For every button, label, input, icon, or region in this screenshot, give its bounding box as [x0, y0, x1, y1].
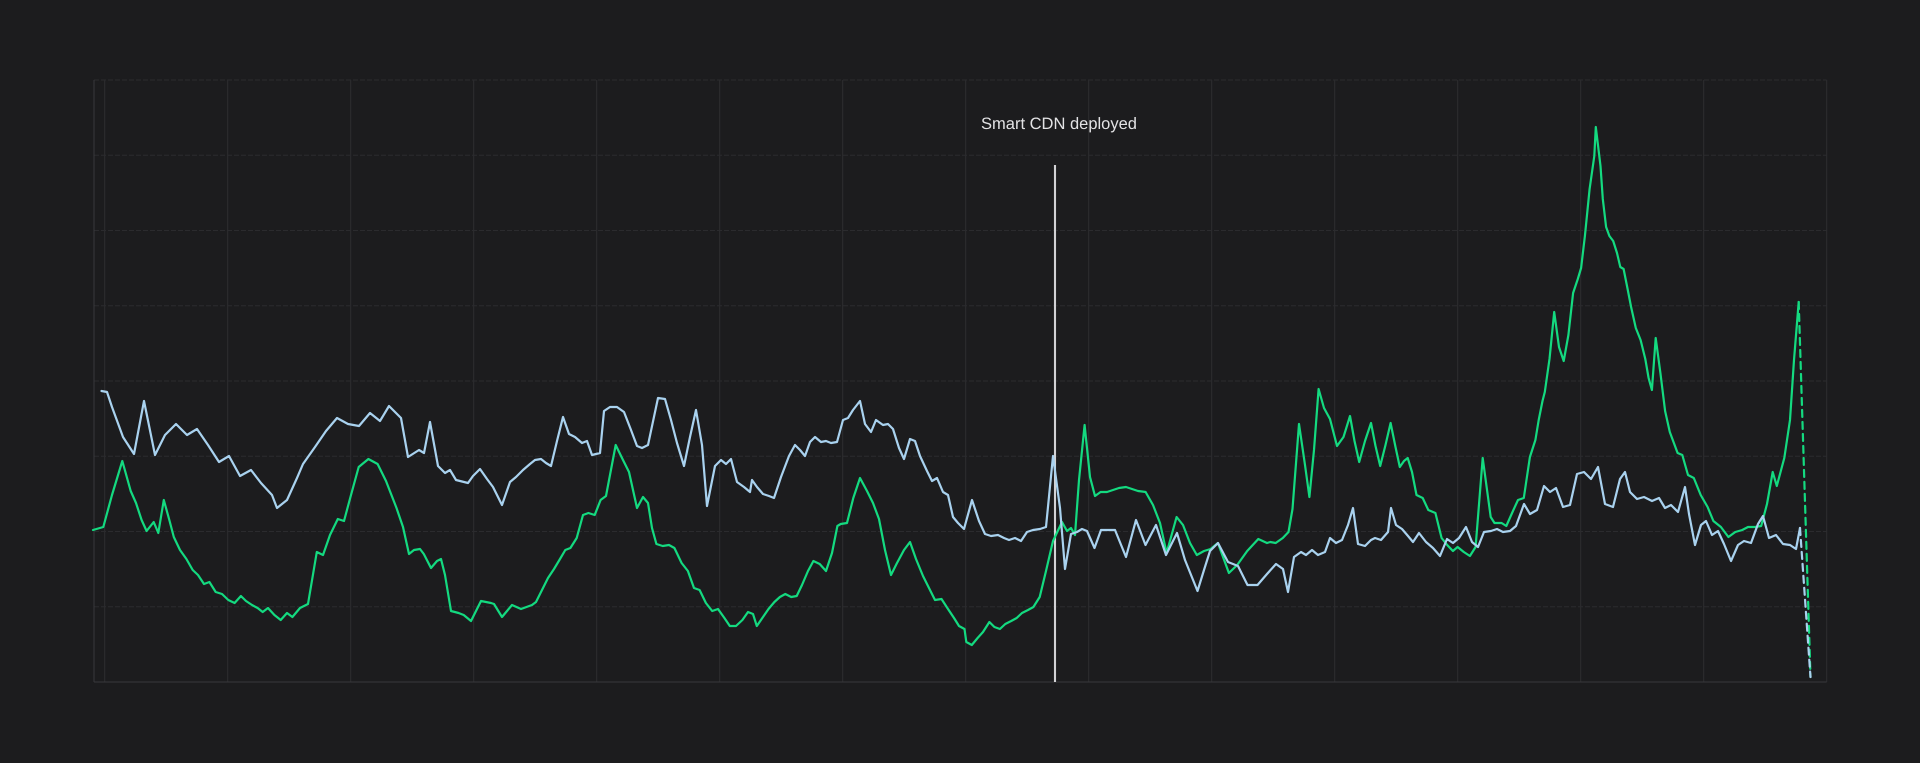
svg-text:Smart CDN deployed: Smart CDN deployed — [981, 115, 1137, 133]
